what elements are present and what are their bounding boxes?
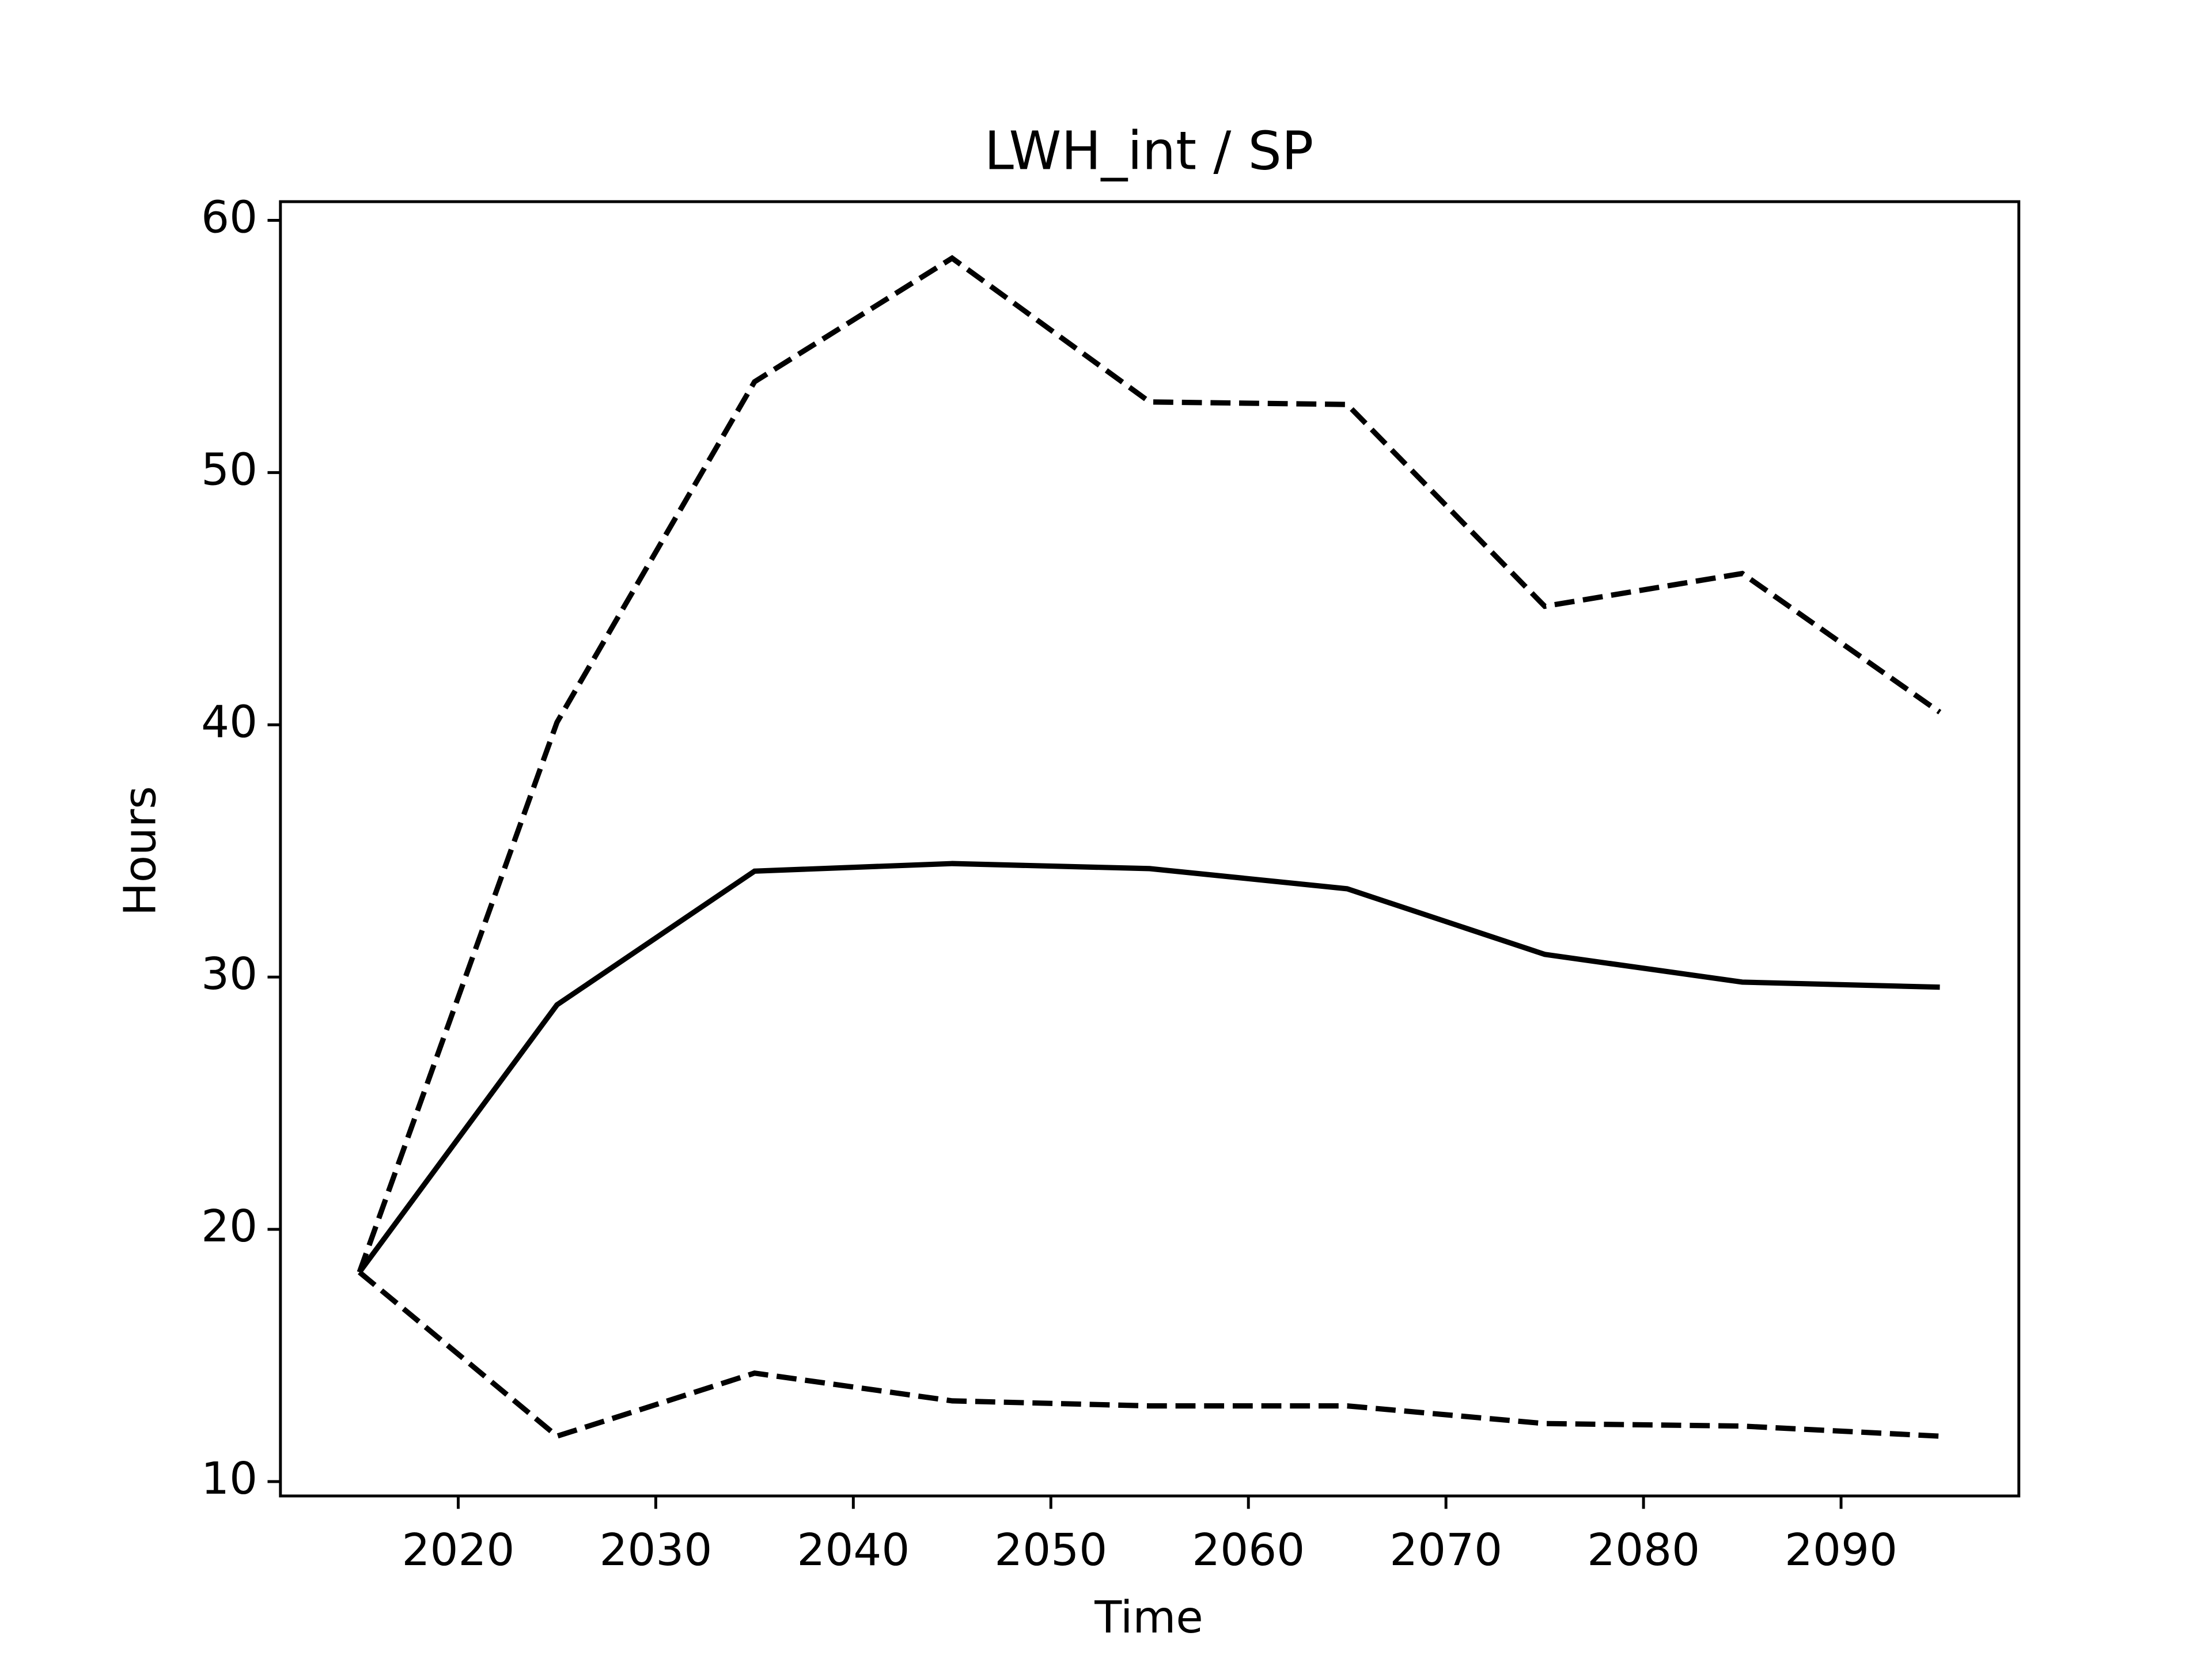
x-tick-label: 2020: [402, 1525, 515, 1576]
y-axis-label: Hours: [115, 786, 166, 916]
y-tick-label: 40: [201, 696, 257, 748]
x-tick-label: 2050: [994, 1525, 1107, 1576]
y-tick-label: 50: [201, 444, 257, 495]
x-tick-label: 2030: [599, 1525, 712, 1576]
y-tick-label: 10: [201, 1453, 257, 1505]
x-tick-label: 2090: [1785, 1525, 1897, 1576]
series-line: [358, 1270, 1940, 1440]
x-axis-label: Time: [1094, 1592, 1203, 1643]
x-tick-label: 2040: [797, 1525, 910, 1576]
plot-frame: [279, 200, 2021, 1498]
series-line: [357, 255, 1942, 1274]
y-tick-label: 60: [201, 192, 257, 243]
y-tick-label: 20: [201, 1201, 257, 1252]
x-tick-label: 2070: [1389, 1525, 1502, 1576]
x-tick-label: 2080: [1587, 1525, 1700, 1576]
x-tick-label: 2060: [1192, 1525, 1305, 1576]
chart-title: LWH_int / SP: [984, 120, 1314, 182]
series-line: [357, 861, 1940, 1274]
y-tick-label: 30: [201, 949, 257, 1000]
